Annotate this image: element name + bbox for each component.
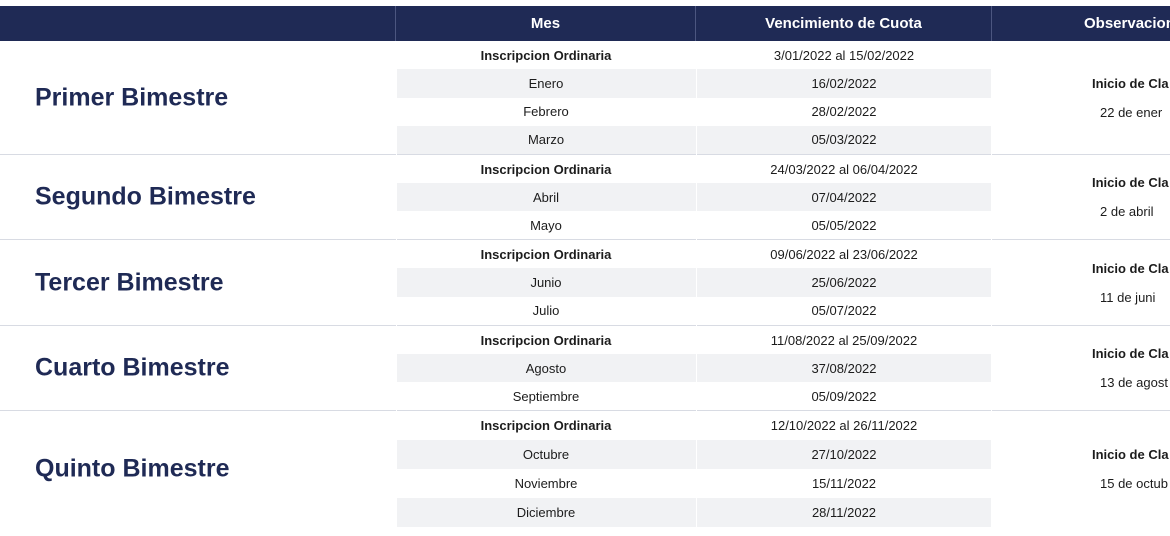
observacion-line1: Inicio de Cla <box>1092 175 1169 190</box>
observacion-line2: 15 de octub <box>1100 476 1168 491</box>
observacion-cell: Inicio de Cla 22 de ener <box>1092 76 1170 120</box>
bimestre-title: Primer Bimestre <box>35 83 229 111</box>
table-row: Marzo 05/03/2022 <box>396 125 992 154</box>
column-divider <box>396 41 397 531</box>
bimestre-title: Segundo Bimestre <box>35 182 256 211</box>
table-row: Febrero 28/02/2022 <box>396 98 992 126</box>
table-row: Inscripcion Ordinaria 3/01/2022 al 15/02/… <box>396 41 992 69</box>
table-row: Mayo 05/05/2022 <box>396 211 992 239</box>
vencimiento-cell: 15/11/2022 <box>811 476 877 491</box>
mes-cell: Enero <box>528 75 564 91</box>
observacion-line2: 11 de juni <box>1100 289 1156 305</box>
table-row: Inscripcion Ordinaria 09/06/2022 al 23/06… <box>396 240 992 268</box>
vencimiento-cell: 05/09/2022 <box>811 388 877 404</box>
vencimiento-cell: 37/08/2022 <box>811 360 877 376</box>
vencimiento-cell: 28/11/2022 <box>811 505 877 520</box>
vencimiento-cell: 05/07/2022 <box>811 303 877 319</box>
header-mes: Mes <box>396 6 696 41</box>
mes-cell: Febrero <box>523 104 569 120</box>
column-divider <box>991 41 992 531</box>
bimestre-rows: Inscripcion Ordinaria 11/08/2022 al 25/09… <box>396 326 992 410</box>
vencimiento-cell: 27/10/2022 <box>811 447 877 462</box>
vencimiento-cell: 05/03/2022 <box>811 132 877 148</box>
header-observaciones: Observacion <box>1084 15 1170 32</box>
bimestre-group: Segundo Bimestre Inscripcion Ordinaria 24… <box>0 155 1170 240</box>
vencimiento-cell: 05/05/2022 <box>811 217 877 233</box>
vencimiento-cell: 28/02/2022 <box>811 104 877 120</box>
mes-cell: Junio <box>530 274 562 290</box>
table-row: Julio 05/07/2022 <box>396 297 992 325</box>
header-vencimiento: Vencimiento de Cuota <box>696 6 992 41</box>
column-divider <box>696 41 697 531</box>
table-row: Octubre 27/10/2022 <box>396 440 992 469</box>
mes-cell: Inscripcion Ordinaria <box>480 246 612 262</box>
table-row: Inscripcion Ordinaria 11/08/2022 al 25/09… <box>396 326 992 354</box>
mes-cell: Inscripcion Ordinaria <box>480 47 612 63</box>
observacion-line1: Inicio de Cla <box>1092 75 1169 91</box>
table-row: Agosto 37/08/2022 <box>396 354 992 382</box>
bimestre-title: Quinto Bimestre <box>35 454 230 483</box>
table-row: Inscripcion Ordinaria 12/10/2022 al 26/11… <box>396 411 992 440</box>
bimestre-rows: Inscripcion Ordinaria 3/01/2022 al 15/02/… <box>396 41 992 154</box>
observacion-line2: 2 de abril <box>1100 204 1154 219</box>
bimestre-rows: Inscripcion Ordinaria 24/03/2022 al 06/04… <box>396 155 992 239</box>
mes-cell: Abril <box>532 189 559 205</box>
bimestre-group: Cuarto Bimestre Inscripcion Ordinaria 11/… <box>0 326 1170 411</box>
bimestre-group: Primer Bimestre Inscripcion Ordinaria 3/0… <box>0 41 1170 155</box>
observacion-cell: Inicio de Cla 13 de agost <box>1092 346 1170 390</box>
mes-cell: Octubre <box>522 447 570 462</box>
bimestre-group: Tercer Bimestre Inscripcion Ordinaria 09/… <box>0 240 1170 326</box>
bimestre-rows: Inscripcion Ordinaria 09/06/2022 al 23/06… <box>396 240 992 325</box>
table-row: Inscripcion Ordinaria 24/03/2022 al 06/04… <box>396 155 992 183</box>
table-header: Mes Vencimiento de Cuota Observacion <box>0 6 1170 41</box>
observacion-line2: 13 de agost <box>1100 375 1168 390</box>
observacion-line1: Inicio de Cla <box>1092 260 1169 276</box>
mes-cell: Marzo <box>527 132 565 148</box>
mes-cell: Inscripcion Ordinaria <box>480 418 612 433</box>
vencimiento-cell: 09/06/2022 al 23/06/2022 <box>770 246 918 262</box>
vencimiento-cell: 24/03/2022 al 06/04/2022 <box>770 161 918 177</box>
mes-cell: Agosto <box>525 360 567 376</box>
observacion-line1: Inicio de Cla <box>1092 346 1169 361</box>
bimestre-title: Cuarto Bimestre <box>35 353 230 382</box>
table-row: Noviembre 15/11/2022 <box>396 469 992 498</box>
mes-cell: Inscripcion Ordinaria <box>480 161 612 177</box>
observacion-cell: Inicio de Cla 11 de juni <box>1092 261 1170 305</box>
table-row: Junio 25/06/2022 <box>396 268 992 297</box>
bimestre-rows: Inscripcion Ordinaria 12/10/2022 al 26/11… <box>396 411 992 527</box>
bimestre-title: Tercer Bimestre <box>35 268 224 296</box>
mes-cell: Inscripcion Ordinaria <box>480 332 612 348</box>
mes-cell: Noviembre <box>514 476 578 491</box>
table-row: Abril 07/04/2022 <box>396 183 992 211</box>
observacion-cell: Inicio de Cla 15 de octub <box>1092 447 1170 491</box>
mes-cell: Septiembre <box>512 388 580 404</box>
vencimiento-cell: 16/02/2022 <box>811 75 877 91</box>
mes-cell: Julio <box>532 303 560 319</box>
vencimiento-cell: 07/04/2022 <box>811 189 877 205</box>
observacion-cell: Inicio de Cla 2 de abril <box>1092 175 1170 219</box>
vencimiento-cell: 12/10/2022 al 26/11/2022 <box>770 418 918 433</box>
table-row: Enero 16/02/2022 <box>396 69 992 98</box>
table-row: Septiembre 05/09/2022 <box>396 382 992 410</box>
header-blank <box>0 6 396 41</box>
observacion-line1: Inicio de Cla <box>1092 447 1169 462</box>
vencimiento-cell: 11/08/2022 al 25/09/2022 <box>770 332 918 348</box>
bimestre-group: Quinto Bimestre Inscripcion Ordinaria 12/… <box>0 411 1170 527</box>
mes-cell: Diciembre <box>516 505 576 520</box>
mes-cell: Mayo <box>530 217 562 233</box>
table-row: Diciembre 28/11/2022 <box>396 498 992 527</box>
vencimiento-cell: 3/01/2022 al 15/02/2022 <box>773 47 915 63</box>
vencimiento-cell: 25/06/2022 <box>811 274 877 290</box>
observacion-line2: 22 de ener <box>1100 104 1163 120</box>
